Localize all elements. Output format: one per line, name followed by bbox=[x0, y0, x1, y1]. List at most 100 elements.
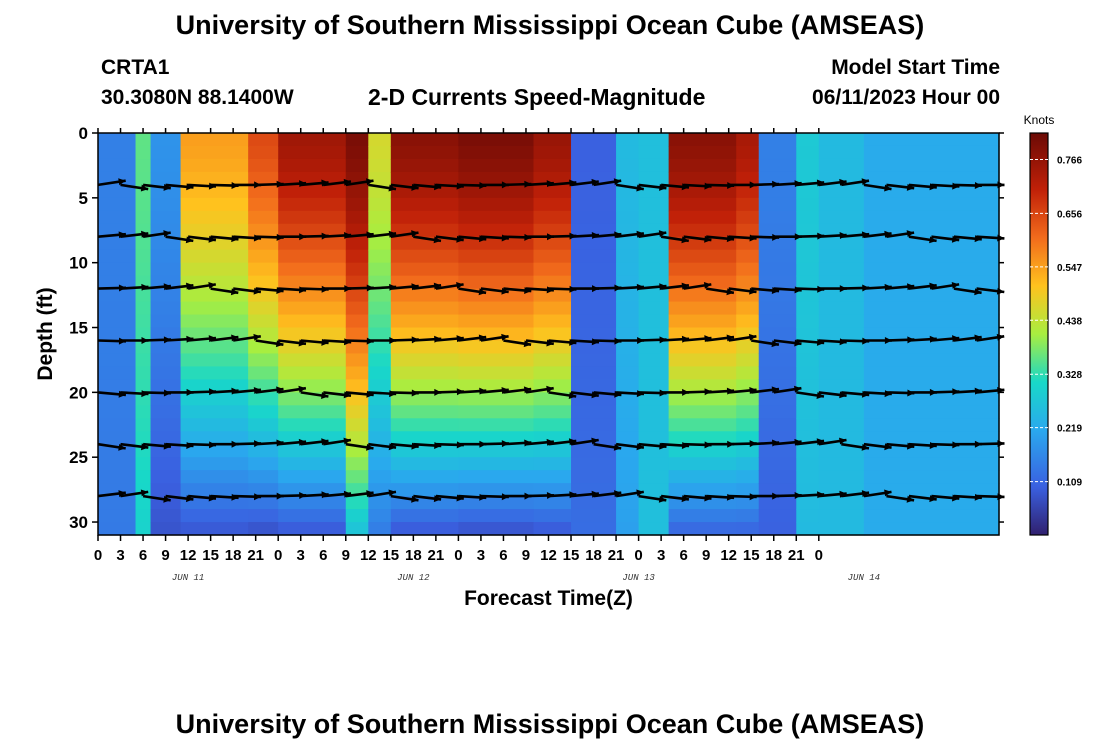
heat-cell bbox=[571, 288, 617, 303]
vector-head bbox=[388, 489, 396, 497]
vector-head bbox=[613, 178, 622, 186]
heat-cell bbox=[390, 457, 459, 471]
heat-cell bbox=[571, 145, 617, 160]
current-vector bbox=[165, 235, 194, 244]
heat-cell bbox=[458, 223, 535, 238]
current-vector bbox=[323, 437, 352, 446]
vector-head bbox=[478, 334, 487, 342]
heat-cell bbox=[818, 392, 865, 406]
current-vector bbox=[97, 390, 127, 398]
x-tick-label: 15 bbox=[382, 547, 399, 564]
current-vector bbox=[638, 230, 667, 238]
heat-cell bbox=[150, 444, 182, 458]
heat-cell bbox=[98, 145, 137, 160]
heat-cell bbox=[98, 366, 137, 380]
current-vector bbox=[435, 282, 464, 290]
heat-cell bbox=[345, 133, 369, 147]
heat-cell bbox=[863, 275, 1000, 290]
heat-cell bbox=[533, 340, 572, 355]
vector-head bbox=[659, 183, 667, 191]
y-tick-label: 5 bbox=[79, 189, 88, 208]
heat-cell bbox=[571, 366, 617, 380]
heat-cell bbox=[345, 496, 369, 510]
heat-cell bbox=[571, 509, 617, 523]
heat-cell bbox=[818, 288, 865, 303]
vector-head bbox=[771, 386, 779, 394]
heat-cell bbox=[150, 314, 182, 329]
vector-head bbox=[456, 235, 464, 243]
heat-cell bbox=[278, 418, 347, 432]
vector-head bbox=[411, 230, 419, 238]
heat-cell bbox=[345, 288, 369, 303]
heat-cell bbox=[668, 366, 737, 380]
vector-head bbox=[411, 495, 419, 503]
heat-cell bbox=[390, 288, 459, 303]
current-vector bbox=[593, 231, 622, 239]
heat-cell bbox=[345, 405, 369, 419]
heat-cell bbox=[796, 262, 820, 277]
vector-head bbox=[276, 287, 284, 294]
heat-cell bbox=[248, 184, 279, 199]
heat-cell bbox=[278, 133, 347, 147]
heat-cell bbox=[571, 483, 617, 497]
vector-head bbox=[275, 340, 284, 348]
current-vector bbox=[525, 438, 555, 446]
heat-cell bbox=[863, 236, 1000, 251]
heat-cell bbox=[533, 496, 572, 510]
heat-cell bbox=[668, 431, 737, 445]
heat-cell bbox=[390, 171, 459, 186]
current-vector bbox=[773, 438, 802, 446]
heat-cell bbox=[863, 145, 1000, 160]
heat-cell bbox=[818, 145, 865, 160]
heat-cell bbox=[98, 470, 137, 484]
heat-cell bbox=[150, 288, 182, 303]
heat-cell bbox=[150, 184, 182, 199]
heat-cell bbox=[368, 236, 392, 251]
heat-cell bbox=[345, 470, 369, 484]
heat-cell bbox=[736, 392, 760, 406]
heat-cell bbox=[863, 158, 1000, 173]
heat-cell bbox=[278, 496, 347, 510]
heat-cell bbox=[248, 522, 279, 536]
heat-cell bbox=[668, 340, 737, 355]
vector-head bbox=[186, 495, 194, 503]
heat-cell bbox=[345, 262, 369, 277]
heat-cell bbox=[98, 392, 137, 406]
current-vector bbox=[435, 494, 464, 502]
heat-cell bbox=[758, 184, 797, 199]
heat-cell bbox=[616, 353, 640, 368]
heat-cell bbox=[390, 249, 459, 264]
heat-cell bbox=[571, 522, 617, 536]
heat-cell bbox=[638, 236, 670, 251]
heat-cell bbox=[135, 133, 152, 147]
heat-cell bbox=[616, 431, 640, 445]
heat-cell bbox=[278, 405, 347, 419]
heat-cell bbox=[796, 418, 820, 432]
heat-cell bbox=[248, 496, 279, 510]
vector-head bbox=[748, 333, 757, 341]
heat-cell bbox=[180, 158, 249, 173]
heat-cell bbox=[758, 236, 797, 251]
vector-head bbox=[681, 183, 689, 191]
heat-cell bbox=[458, 444, 535, 458]
x-tick-label: 6 bbox=[499, 547, 507, 564]
heat-cell bbox=[758, 522, 797, 536]
heat-cell bbox=[616, 249, 640, 264]
vector-head bbox=[366, 443, 374, 451]
heat-cell bbox=[533, 301, 572, 316]
heat-cell bbox=[150, 197, 182, 212]
heat-cell bbox=[818, 340, 865, 355]
heat-cell bbox=[150, 145, 182, 160]
heat-cell bbox=[180, 262, 249, 277]
heat-cell bbox=[758, 223, 797, 238]
heat-cell bbox=[150, 522, 182, 536]
heat-cell bbox=[571, 158, 617, 173]
vector-head bbox=[366, 178, 374, 186]
heat-cell bbox=[368, 366, 392, 380]
current-vector bbox=[818, 490, 847, 498]
heat-cell bbox=[736, 236, 760, 251]
vector-head bbox=[163, 495, 171, 503]
heat-cell bbox=[796, 366, 820, 380]
heat-cell bbox=[458, 509, 535, 523]
heat-cell bbox=[180, 509, 249, 523]
